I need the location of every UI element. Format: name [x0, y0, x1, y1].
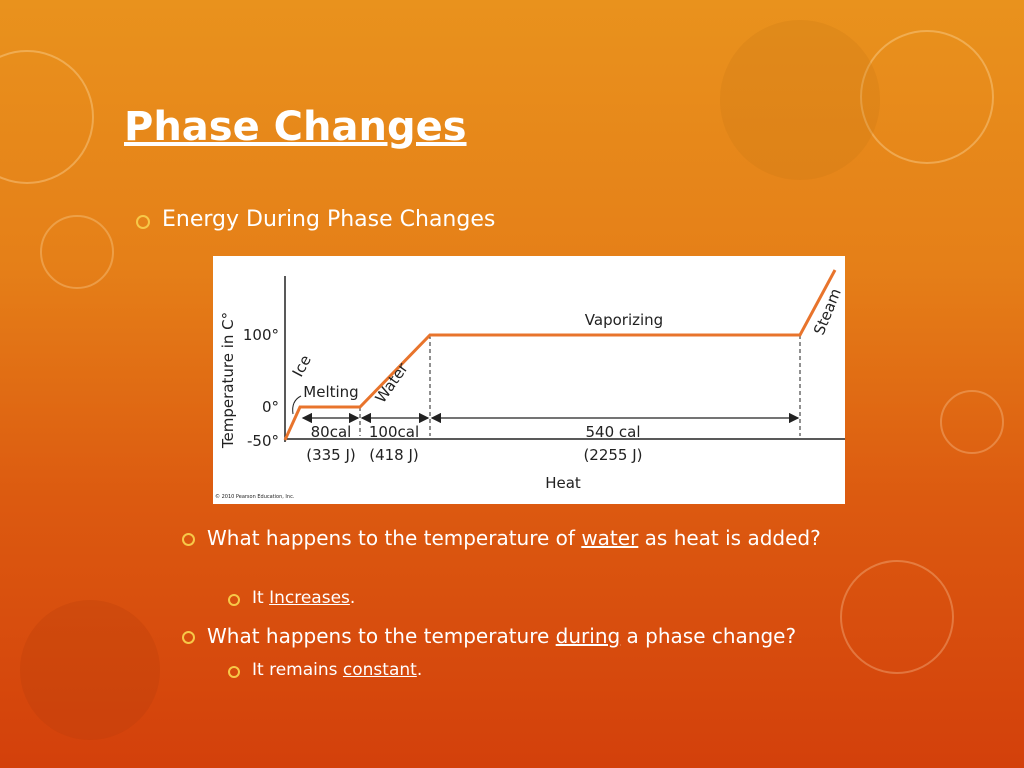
- y-tick-label: -50°: [247, 432, 279, 450]
- phase-label: Ice: [289, 352, 315, 380]
- decoration: [840, 560, 954, 674]
- phase-label: Water: [372, 359, 413, 406]
- segment-joules: (2255 J): [583, 446, 642, 464]
- segment-amount: 540 cal: [585, 423, 640, 441]
- phase-label: Steam: [810, 286, 845, 338]
- bullet: It Increases.: [252, 588, 752, 608]
- decoration: [20, 600, 160, 740]
- bullet-marker: [182, 631, 195, 644]
- curve: [283, 269, 837, 441]
- bullet-marker: [228, 593, 240, 606]
- decoration: [860, 30, 994, 164]
- text-run: What happens to the temperature: [207, 624, 556, 648]
- text-run: water: [581, 526, 639, 550]
- decoration: [40, 215, 114, 289]
- segment-amount: 80cal: [311, 423, 352, 441]
- text-run: .: [416, 660, 423, 680]
- bullet: Energy During Phase Changes: [162, 207, 496, 232]
- text-run: What happens to the temperature of: [207, 526, 582, 550]
- bullet: What happens to the temperature of water…: [207, 526, 847, 550]
- slide-title: Phase Changes: [124, 104, 467, 150]
- y-axis-label: Temperature in C°: [219, 312, 237, 449]
- ice-pointer: [292, 395, 302, 415]
- phase-label: Melting: [303, 383, 358, 401]
- bullet: What happens to the temperature during a…: [207, 624, 847, 648]
- text-run: a phase change?: [620, 624, 797, 648]
- x-axis-label: Heat: [545, 474, 581, 492]
- segment-amount: 100cal: [369, 423, 419, 441]
- bullet-marker: [182, 533, 195, 546]
- text-run: It: [252, 588, 270, 608]
- y-tick-label: 0°: [262, 398, 279, 416]
- text-run: It remains: [252, 660, 343, 680]
- bullet: It remains constant.: [252, 660, 752, 680]
- dividers: [359, 335, 801, 436]
- text-run: .: [349, 588, 356, 608]
- copyright: © 2010 Pearson Education, Inc.: [215, 493, 295, 500]
- y-tick-label: 100°: [243, 326, 279, 344]
- segment-joules: (335 J): [306, 446, 356, 464]
- text-run: Increases: [269, 588, 350, 608]
- text-run: during: [555, 624, 621, 648]
- phase-label: Vaporizing: [585, 311, 663, 329]
- heating-curve: Temperature in C° 100° 0° -50° Heat Ice Meltin…: [213, 256, 845, 504]
- text-run: as heat is added?: [638, 526, 821, 550]
- text-run: constant: [342, 660, 417, 680]
- segment-joules: (418 J): [369, 446, 419, 464]
- bullet-marker: [136, 214, 150, 229]
- decoration: [720, 20, 880, 180]
- decoration: [940, 390, 1004, 454]
- decoration: [0, 50, 94, 184]
- bullet-marker: [228, 665, 240, 678]
